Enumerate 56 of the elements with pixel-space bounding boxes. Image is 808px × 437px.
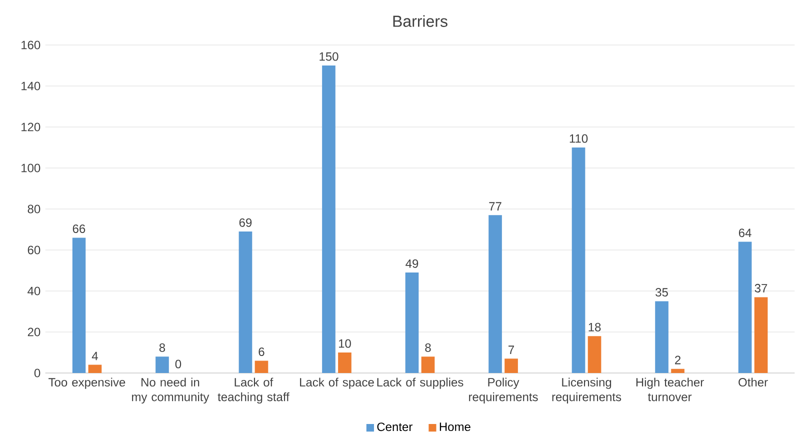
x-tick-label: Lack of space — [300, 378, 374, 389]
bar — [88, 364, 102, 374]
data-label: 8 — [159, 343, 166, 352]
data-label: 66 — [72, 224, 86, 233]
y-tick-label: 20 — [28, 328, 40, 336]
x-tick-label: Policy requirements — [469, 378, 538, 404]
data-label: 7 — [508, 346, 514, 354]
bar — [72, 238, 86, 374]
data-label: 110 — [570, 134, 588, 143]
bar — [572, 148, 586, 374]
bar — [322, 66, 336, 374]
bar — [238, 232, 252, 374]
bar — [588, 336, 602, 374]
y-tick-label: 120 — [22, 122, 40, 132]
bar — [156, 356, 169, 374]
bar — [754, 297, 768, 374]
bar — [738, 242, 752, 374]
x-tick-label: No need in my community — [132, 378, 210, 404]
bar — [655, 301, 668, 374]
data-label: 150 — [320, 52, 338, 61]
y-tick-label: 40 — [28, 286, 40, 296]
x-tick-label: Too expensive — [48, 378, 126, 389]
y-tick-label: 60 — [28, 246, 40, 254]
x-tick-label: Lack of supplies — [377, 378, 464, 389]
y-tick-label: 140 — [22, 82, 40, 90]
bar — [488, 215, 502, 374]
data-label: 18 — [588, 322, 601, 332]
bar — [671, 368, 684, 374]
y-tick-label: 0 — [34, 368, 40, 378]
data-label: 6 — [258, 347, 264, 356]
data-label: 37 — [754, 284, 768, 292]
x-tick-label: High teacher turnover — [636, 378, 704, 402]
data-label: 8 — [425, 343, 431, 352]
chart-title: Barriers — [393, 15, 448, 27]
data-label: 4 — [92, 352, 98, 360]
bar — [254, 360, 268, 374]
data-label: 35 — [656, 288, 668, 297]
data-label: 0 — [175, 360, 182, 368]
data-label: 77 — [489, 202, 502, 210]
legend-label: Home — [440, 422, 470, 432]
legend-label: Center — [377, 422, 412, 432]
bar — [421, 356, 435, 374]
x-tick-label: Licensing requirements — [552, 378, 622, 404]
y-tick-label: 160 — [22, 40, 40, 50]
data-label: 49 — [406, 259, 418, 268]
data-label: 64 — [738, 228, 752, 238]
bar — [338, 352, 352, 374]
data-label: 69 — [239, 218, 252, 227]
data-label: 10 — [338, 339, 351, 348]
bar — [504, 358, 518, 374]
data-label: 2 — [675, 356, 680, 364]
y-tick-label: 80 — [28, 204, 40, 214]
y-tick-label: 100 — [22, 164, 40, 172]
x-tick-label: Other — [738, 378, 768, 387]
bar — [405, 272, 419, 374]
x-tick-label: Lack of teaching staff — [218, 378, 290, 404]
